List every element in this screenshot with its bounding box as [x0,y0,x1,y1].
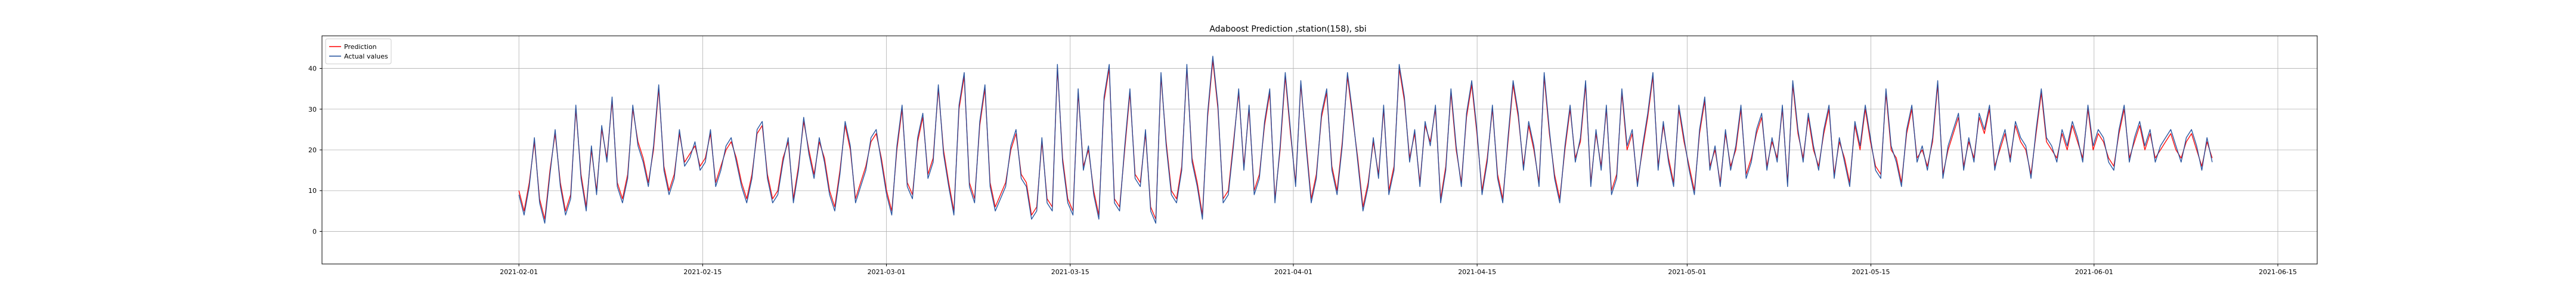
x-tick-label: 2021-04-15 [1458,268,1496,276]
x-tick-label: 2021-04-01 [1274,268,1312,276]
x-tick-label: 2021-05-15 [1852,268,1890,276]
x-tick-label: 2021-05-01 [1668,268,1706,276]
y-tick-label: 40 [308,65,317,73]
x-tick-label: 2021-06-01 [2075,268,2113,276]
x-tick-label: 2021-03-01 [868,268,906,276]
chart-title: Adaboost Prediction ,station(158), sbi [1209,24,1366,34]
actual-values-line [518,56,2213,224]
x-tick-label: 2021-02-01 [500,268,538,276]
series-layer [518,56,2213,224]
y-axis: 0 10 20 30 40 [308,65,322,235]
legend-label: Prediction [344,43,377,51]
legend-box [325,38,392,64]
y-tick-label: 30 [308,106,317,113]
y-tick-label: 10 [308,187,317,195]
y-tick-label: 20 [308,146,317,154]
grid [322,36,2317,264]
x-tick-label: 2021-06-15 [2259,268,2297,276]
x-axis: 2021-02-01 2021-02-15 2021-03-01 2021-03-15… [500,264,2297,276]
legend-label: Actual values [344,53,388,60]
legend: Prediction Actual values [325,38,392,64]
x-tick-label: 2021-02-15 [683,268,722,276]
x-tick-label: 2021-03-15 [1051,268,1089,276]
y-tick-label: 0 [312,228,317,235]
